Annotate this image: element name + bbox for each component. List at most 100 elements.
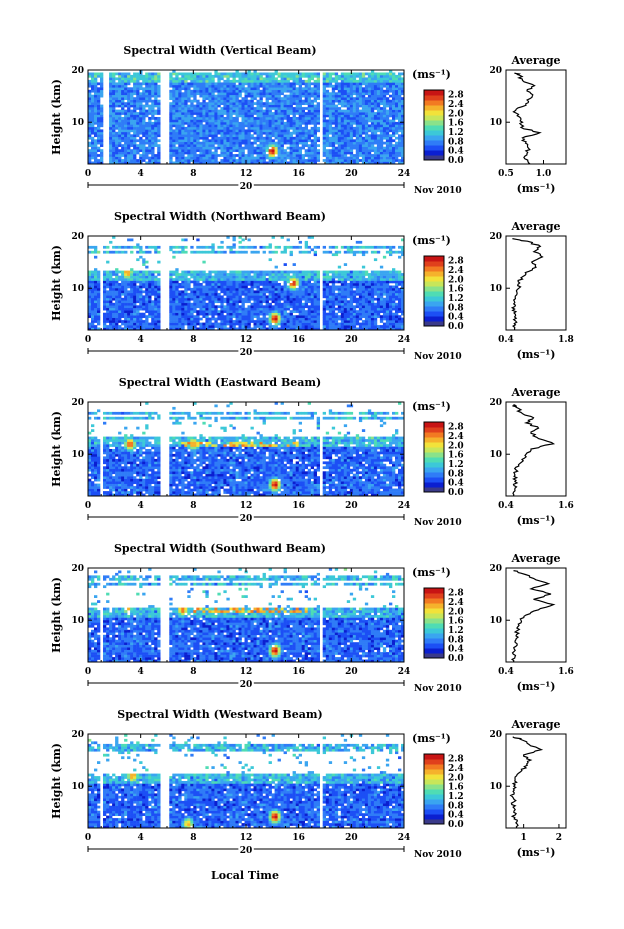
heatmap-cell: [205, 283, 209, 286]
heatmap-cell: [154, 79, 158, 83]
heatmap-cell: [268, 285, 272, 289]
heatmap-cell: [112, 102, 116, 105]
heatmap-cell: [349, 121, 354, 125]
heatmap-cell: [202, 79, 206, 83]
heatmap-cell: [142, 258, 146, 262]
heatmap-cell: [274, 287, 278, 291]
heatmap-cell: [154, 87, 158, 91]
heatmap-cell: [292, 136, 296, 140]
heatmap-cell: [256, 72, 260, 76]
heatmap-cell: [202, 102, 206, 105]
heatmap-cell: [157, 278, 161, 281]
heatmap-cell: [169, 136, 173, 140]
heatmap-cell: [211, 278, 215, 281]
heatmap-cell: [361, 97, 366, 100]
heatmap-cell: [199, 92, 203, 96]
heatmap-cell: [136, 99, 140, 103]
heatmap-cell: [199, 114, 203, 118]
heatmap-cell: [398, 109, 402, 113]
heatmap-cell: [398, 79, 402, 83]
heatmap-cell: [277, 302, 281, 306]
heatmap-cell: [130, 154, 134, 157]
heatmap-cell: [328, 114, 333, 118]
heatmap-cell: [208, 79, 212, 83]
heatmap-cell: [250, 72, 254, 76]
heatmap-cell: [322, 131, 327, 135]
heatmap-cell: [97, 275, 101, 279]
heatmap-cell: [286, 107, 290, 110]
heatmap-cell: [271, 74, 275, 78]
heatmap-cell: [172, 161, 176, 165]
heatmap-cell: [376, 117, 381, 120]
heatmap-cell: [340, 156, 345, 160]
heatmap-cell: [401, 84, 405, 88]
heatmap-cell: [133, 315, 137, 318]
heatmap-cell: [148, 300, 152, 304]
heatmap-cell: [232, 315, 236, 318]
heatmap-cell: [382, 146, 387, 150]
heatmap-cell: [205, 305, 209, 309]
heatmap-cell: [109, 312, 113, 316]
heatmap-cell: [253, 292, 257, 296]
heatmap-cell: [178, 297, 182, 301]
heatmap-cell: [328, 139, 333, 143]
heatmap-cell: [286, 121, 290, 125]
heatmap-cell: [127, 144, 131, 147]
heatmap-cell: [301, 87, 306, 91]
heatmap-cell: [190, 72, 194, 76]
heatmap-cell: [292, 146, 296, 150]
heatmap-cell: [208, 283, 212, 286]
heatmap-cell: [271, 315, 275, 318]
heatmap-cell: [280, 146, 284, 150]
heatmap-cell: [313, 114, 318, 118]
heatmap-cell: [343, 117, 348, 120]
heatmap-cell: [385, 159, 390, 162]
heatmap-cell: [382, 114, 387, 118]
heatmap-cell: [238, 300, 242, 304]
heatmap-cell: [142, 315, 146, 318]
y-axis-label: Height (km): [50, 79, 63, 155]
heatmap-cell: [169, 278, 173, 281]
heatmap-cell: [133, 295, 137, 299]
heatmap-cell: [358, 104, 363, 108]
heatmap-cell: [232, 97, 236, 100]
heatmap-cell: [271, 107, 275, 110]
heatmap-cell: [217, 99, 221, 103]
heatmap-cell: [382, 126, 387, 130]
heatmap-cell: [277, 273, 281, 276]
heatmap-cell: [401, 139, 405, 143]
heatmap-cell: [316, 119, 321, 123]
heatmap-cell: [217, 139, 221, 143]
heatmap-cell: [97, 104, 101, 108]
heatmap-cell: [91, 109, 95, 113]
heatmap-cell: [223, 107, 227, 110]
heatmap-cell: [88, 322, 92, 326]
heatmap-cell: [358, 131, 363, 135]
heatmap-cell: [154, 139, 158, 143]
heatmap-cell: [175, 104, 179, 108]
heatmap-cell: [307, 102, 312, 105]
heatmap-cell: [259, 290, 263, 294]
heatmap-cell: [346, 119, 351, 123]
heatmap-cell: [328, 74, 333, 78]
heatmap-cell: [298, 102, 303, 105]
heatmap-cell: [343, 134, 348, 138]
heatmap-cell: [244, 295, 248, 299]
heatmap-cell: [151, 99, 155, 103]
heatmap-cell: [262, 151, 266, 155]
heatmap-cell: [190, 292, 194, 296]
heatmap-cell: [106, 285, 110, 289]
heatmap-cell: [142, 250, 146, 254]
heatmap-cell: [154, 94, 158, 98]
heatmap-cell: [310, 159, 315, 162]
heatmap-cell: [340, 121, 345, 125]
heatmap-cell: [265, 136, 269, 140]
heatmap-cell: [373, 97, 378, 100]
heatmap-cell: [151, 325, 155, 328]
heatmap-cell: [392, 104, 396, 108]
heatmap-cell: [256, 161, 260, 165]
heatmap-cell: [232, 273, 236, 276]
heatmap-cell: [244, 121, 248, 125]
heatmap-cell: [136, 258, 140, 262]
heatmap-cell: [181, 151, 185, 155]
